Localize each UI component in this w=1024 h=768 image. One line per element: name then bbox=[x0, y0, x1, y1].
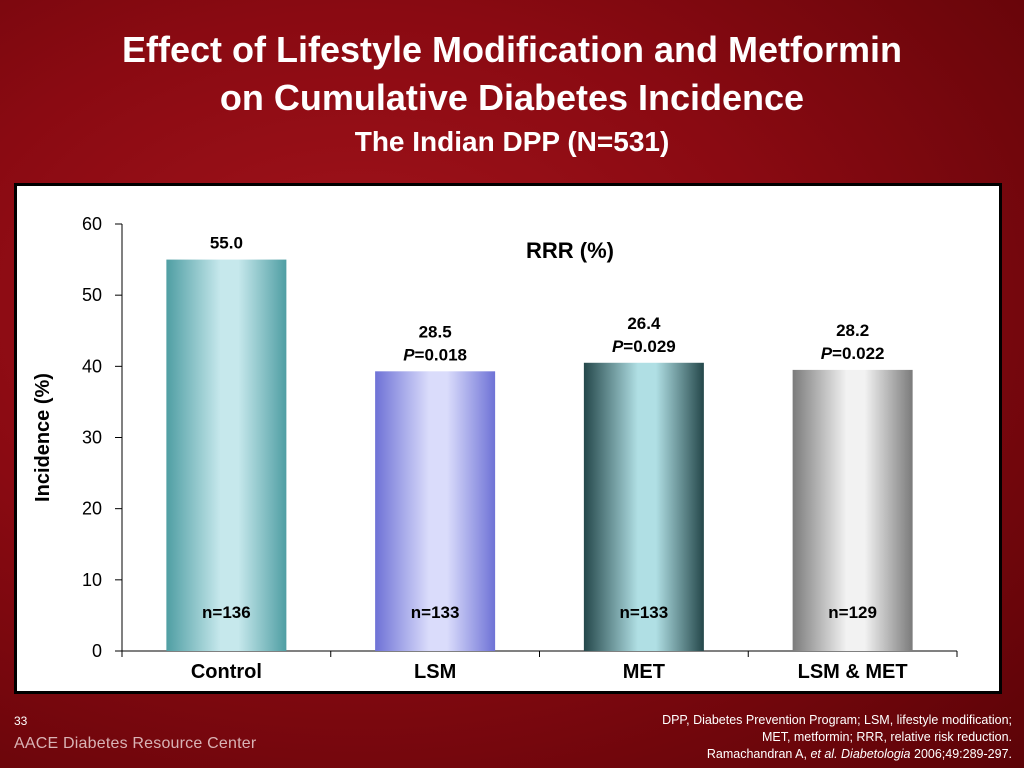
p-value-label: P=0.022 bbox=[821, 344, 885, 363]
y-tick-label: 40 bbox=[82, 356, 102, 376]
y-tick-label: 60 bbox=[82, 214, 102, 234]
p-value-label: P=0.029 bbox=[612, 337, 676, 356]
footnote-journal: et al. Diabetologia bbox=[810, 747, 911, 761]
rrr-header: RRR (%) bbox=[526, 238, 614, 263]
y-tick-label: 10 bbox=[82, 570, 102, 590]
slide-subtitle: The Indian DPP (N=531) bbox=[354, 126, 670, 157]
p-value: =0.029 bbox=[623, 337, 675, 356]
y-tick-label: 30 bbox=[82, 428, 102, 448]
x-tick-label: Control bbox=[191, 661, 262, 683]
footnote-line-3: Ramachandran A, et al. Diabetologia 2006… bbox=[492, 746, 1012, 763]
n-label: n=133 bbox=[411, 603, 460, 622]
page-number: 33 bbox=[14, 714, 28, 728]
bar-value-label: 55.0 bbox=[210, 234, 243, 253]
slide-title-line-1: Effect of Lifestyle Modification and Met… bbox=[121, 29, 903, 70]
bar-lsm bbox=[375, 371, 496, 651]
footnote-line-1: DPP, Diabetes Prevention Program; LSM, l… bbox=[662, 713, 1012, 727]
y-tick-label: 20 bbox=[82, 499, 102, 519]
y-tick-label: 50 bbox=[82, 285, 102, 305]
n-label: n=129 bbox=[828, 603, 877, 622]
y-tick-label: 0 bbox=[92, 641, 102, 661]
footnote-author: Ramachandran A, bbox=[706, 747, 811, 761]
p-value-label: P=0.018 bbox=[403, 345, 467, 364]
rrr-value-label: 28.2 bbox=[836, 321, 869, 340]
y-axis-title: Incidence (%) bbox=[32, 373, 54, 502]
organization-logo-text: AACE Diabetes Resource Center bbox=[14, 735, 257, 752]
rrr-value-label: 28.5 bbox=[419, 322, 452, 341]
footnotes: DPP, Diabetes Prevention Program; LSM, l… bbox=[492, 712, 1012, 763]
slide-title-line-2: on Cumulative Diabetes Incidence bbox=[219, 77, 805, 118]
footnote-line-2: MET, metformin; RRR, relative risk reduc… bbox=[761, 730, 1012, 744]
p-symbol: P bbox=[612, 337, 624, 356]
bar-chart: 0 10 20 30 40 50 60 Incidence (%) RRR (%) Control… bbox=[32, 214, 958, 683]
n-label: n=133 bbox=[620, 603, 669, 622]
footnote-citation: 2006;49:289-297. bbox=[910, 747, 1012, 761]
rrr-value-label: 26.4 bbox=[627, 314, 661, 333]
chart-panel: 0 10 20 30 40 50 60 Incidence (%) RRR (%) Control… bbox=[14, 183, 1002, 694]
p-symbol: P bbox=[821, 344, 833, 363]
x-tick-label: MET bbox=[623, 661, 665, 683]
p-symbol: P bbox=[403, 345, 415, 364]
p-value: =0.018 bbox=[415, 345, 467, 364]
x-tick-label: LSM & MET bbox=[798, 661, 908, 683]
bar-met bbox=[583, 362, 704, 651]
x-tick-label: LSM bbox=[414, 661, 456, 683]
bar-lsm-met bbox=[792, 369, 913, 651]
p-value: =0.022 bbox=[832, 344, 884, 363]
n-label: n=136 bbox=[202, 603, 251, 622]
bar-control bbox=[166, 259, 287, 651]
